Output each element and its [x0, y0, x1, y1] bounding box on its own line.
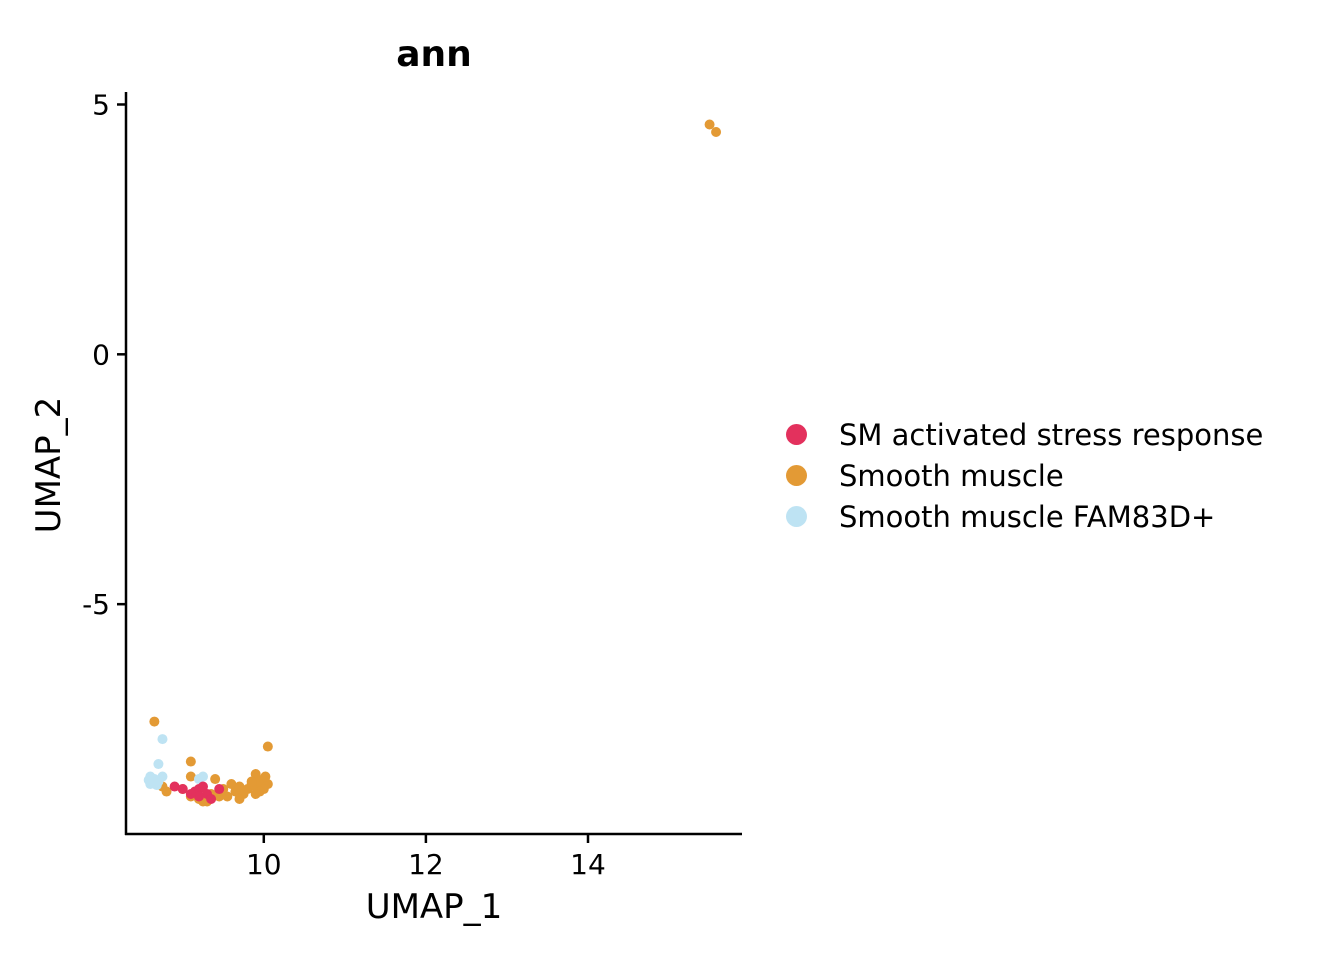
scatter-point — [198, 781, 208, 792]
y-tick-label: -5 — [82, 588, 110, 621]
scatter-point — [185, 756, 196, 767]
x-axis-label: UMAP_1 — [366, 887, 503, 927]
scatter-point — [234, 781, 245, 792]
scatter-point — [711, 126, 722, 137]
legend-label: Smooth muscle FAM83D+ — [839, 499, 1216, 534]
y-axis: 5 0 -5 — [82, 88, 128, 835]
scatter-point — [262, 741, 273, 752]
scatter-point — [149, 716, 160, 727]
y-axis-label: UMAP_2 — [29, 397, 69, 534]
scatter-point — [143, 775, 154, 786]
legend: SM activated stress response Smooth musc… — [786, 414, 1263, 537]
y-tick-label: 5 — [92, 88, 110, 121]
legend-item: Smooth muscle — [786, 455, 1263, 496]
legend-dot — [786, 465, 807, 486]
scatter-point — [250, 789, 261, 800]
scatter-point — [185, 771, 196, 782]
scatter-point — [193, 791, 204, 802]
scatter-point — [222, 791, 233, 802]
scatter-point — [151, 780, 162, 791]
scatter-point — [193, 774, 204, 785]
scatter-point — [260, 771, 271, 782]
scatter-point — [226, 779, 237, 790]
scatter-point — [210, 774, 221, 785]
scatter-point — [704, 119, 715, 130]
scatter-point — [177, 784, 188, 795]
x-tick-label: 10 — [246, 848, 282, 881]
scatter-point — [185, 789, 196, 800]
legend-dot — [786, 506, 807, 527]
legend-dot — [786, 424, 807, 445]
scatter-point — [214, 784, 225, 795]
y-tick-label: 0 — [92, 338, 110, 371]
scatter-point — [250, 769, 261, 780]
scatter-point — [214, 791, 225, 802]
data-points — [143, 119, 722, 807]
scatter-point — [169, 781, 180, 792]
scatter-point — [157, 734, 168, 745]
x-tick-label: 14 — [570, 848, 606, 881]
scatter-point — [206, 794, 217, 805]
chart-title: ann — [396, 34, 472, 75]
x-axis: 10 12 14 — [125, 832, 742, 881]
scatter-point — [234, 794, 245, 805]
scatter-point — [157, 771, 168, 782]
x-tick-label: 12 — [408, 848, 444, 881]
legend-item: Smooth muscle FAM83D+ — [786, 496, 1263, 537]
scatter-point — [246, 776, 257, 787]
legend-item: SM activated stress response — [786, 414, 1263, 455]
legend-label: Smooth muscle — [839, 458, 1064, 493]
legend-label: SM activated stress response — [839, 417, 1264, 452]
scatter-point — [153, 759, 164, 770]
